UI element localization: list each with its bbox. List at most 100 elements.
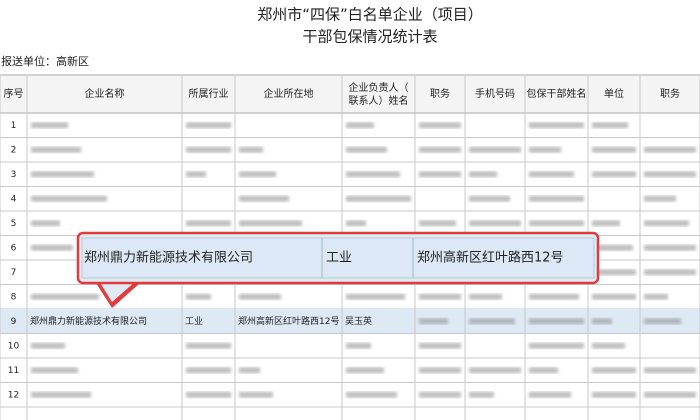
callout-cell: 郑州鼎力新能源技术有限公司 bbox=[84, 250, 253, 266]
row-number: 11 bbox=[8, 366, 19, 376]
blurred-cell bbox=[592, 391, 636, 398]
blurred-cell bbox=[529, 195, 584, 202]
blurred-cell bbox=[644, 391, 696, 398]
blurred-cell bbox=[529, 367, 558, 374]
blurred-cell bbox=[469, 171, 497, 178]
blurred-cell bbox=[529, 122, 584, 129]
row-number: 12 bbox=[8, 390, 19, 400]
blurred-cell bbox=[31, 146, 81, 153]
blurred-cell bbox=[419, 342, 461, 349]
column-header: 企业名称 bbox=[85, 87, 125, 100]
blurred-cell bbox=[644, 220, 689, 227]
title: 郑州市“四保”白名单企业（项目） bbox=[257, 6, 483, 24]
blurred-cell bbox=[529, 146, 561, 153]
blurred-cell bbox=[644, 318, 681, 325]
blurred-cell bbox=[31, 244, 73, 251]
blurred-cell bbox=[346, 220, 366, 227]
blurred-cell bbox=[419, 220, 456, 227]
blurred-cell bbox=[31, 122, 68, 129]
blurred-cell bbox=[469, 318, 515, 325]
blurred-cell bbox=[469, 220, 521, 227]
subtitle: 干部包保情况统计表 bbox=[302, 28, 437, 46]
blurred-cell bbox=[592, 293, 636, 300]
blurred-cell bbox=[239, 220, 302, 227]
blurred-cell bbox=[529, 342, 584, 349]
callout-tail-inner bbox=[99, 281, 136, 302]
blurred-cell bbox=[419, 146, 461, 153]
row-number: 7 bbox=[11, 268, 17, 278]
blurred-cell bbox=[592, 318, 612, 325]
blurred-cell bbox=[644, 367, 696, 374]
column-header: 手机号码 bbox=[475, 87, 515, 100]
row-number: 4 bbox=[11, 194, 17, 204]
blurred-cell bbox=[419, 318, 448, 325]
row-number: 6 bbox=[11, 243, 17, 253]
blurred-cell bbox=[31, 391, 91, 398]
blurred-cell bbox=[592, 367, 636, 374]
blurred-cell bbox=[419, 122, 461, 129]
row-number: 3 bbox=[11, 170, 17, 180]
blurred-cell bbox=[239, 195, 289, 202]
blurred-cell bbox=[31, 220, 60, 227]
blurred-cell bbox=[186, 122, 231, 129]
blurred-cell bbox=[239, 293, 281, 300]
blurred-cell bbox=[186, 171, 206, 178]
column-header: 包保干部姓名 bbox=[527, 87, 587, 100]
blurred-cell bbox=[31, 367, 78, 374]
blurred-cell bbox=[419, 171, 461, 178]
column-header: 职务 bbox=[660, 87, 680, 100]
blurred-cell bbox=[186, 220, 231, 227]
blurred-cell bbox=[469, 293, 502, 300]
cell: 工业 bbox=[185, 316, 203, 327]
column-header: 企业负责人（联系人）姓名 bbox=[349, 81, 409, 107]
blurred-cell bbox=[419, 367, 461, 374]
blurred-cell bbox=[239, 171, 276, 178]
blurred-cell bbox=[346, 342, 371, 349]
blurred-cell bbox=[592, 244, 633, 251]
blurred-cell bbox=[644, 269, 696, 276]
blurred-cell bbox=[346, 367, 384, 374]
blurred-cell bbox=[592, 146, 636, 153]
row-number: 9 bbox=[11, 317, 17, 327]
blurred-cell bbox=[469, 391, 494, 398]
column-header: 单位 bbox=[604, 87, 624, 100]
header-bg bbox=[0, 75, 700, 113]
blurred-cell bbox=[186, 367, 231, 374]
column-header-line: 联系人）姓名 bbox=[349, 94, 409, 107]
blurred-cell bbox=[419, 391, 461, 398]
blurred-cell bbox=[592, 269, 636, 276]
row-number: 5 bbox=[11, 219, 17, 229]
row-number: 10 bbox=[8, 341, 20, 351]
blurred-cell bbox=[346, 293, 405, 300]
blurred-cell bbox=[31, 171, 94, 178]
blurred-cell bbox=[346, 195, 411, 202]
blurred-cell bbox=[419, 293, 461, 300]
blurred-cell bbox=[529, 293, 579, 300]
row-number: 8 bbox=[11, 292, 17, 302]
blurred-cell bbox=[644, 244, 696, 251]
row-number: 2 bbox=[11, 145, 17, 155]
blurred-cell bbox=[592, 342, 625, 349]
blurred-cell bbox=[346, 146, 387, 153]
cell: 吴玉英 bbox=[345, 315, 372, 327]
blurred-cell bbox=[529, 391, 571, 398]
blurred-cell bbox=[346, 171, 400, 178]
blurred-cell bbox=[186, 342, 231, 349]
column-header: 序号 bbox=[4, 87, 24, 100]
cell: 郑州高新区红叶路西12号 bbox=[238, 315, 339, 327]
callout-cell: 工业 bbox=[326, 251, 352, 266]
blurred-cell bbox=[239, 391, 273, 398]
blurred-cell bbox=[186, 293, 211, 300]
blurred-cell bbox=[592, 171, 636, 178]
reporter: 报送单位：高新区 bbox=[1, 54, 89, 68]
column-header: 企业所在地 bbox=[264, 87, 314, 100]
blurred-cell bbox=[592, 220, 620, 227]
column-header: 职务 bbox=[430, 87, 450, 100]
cell: 郑州鼎力新能源技术有限公司 bbox=[30, 315, 147, 327]
column-header: 所属行业 bbox=[189, 87, 229, 100]
blurred-cell bbox=[186, 391, 231, 398]
blurred-cell bbox=[644, 293, 668, 300]
blurred-cell bbox=[644, 171, 696, 178]
blurred-cell bbox=[469, 367, 521, 374]
